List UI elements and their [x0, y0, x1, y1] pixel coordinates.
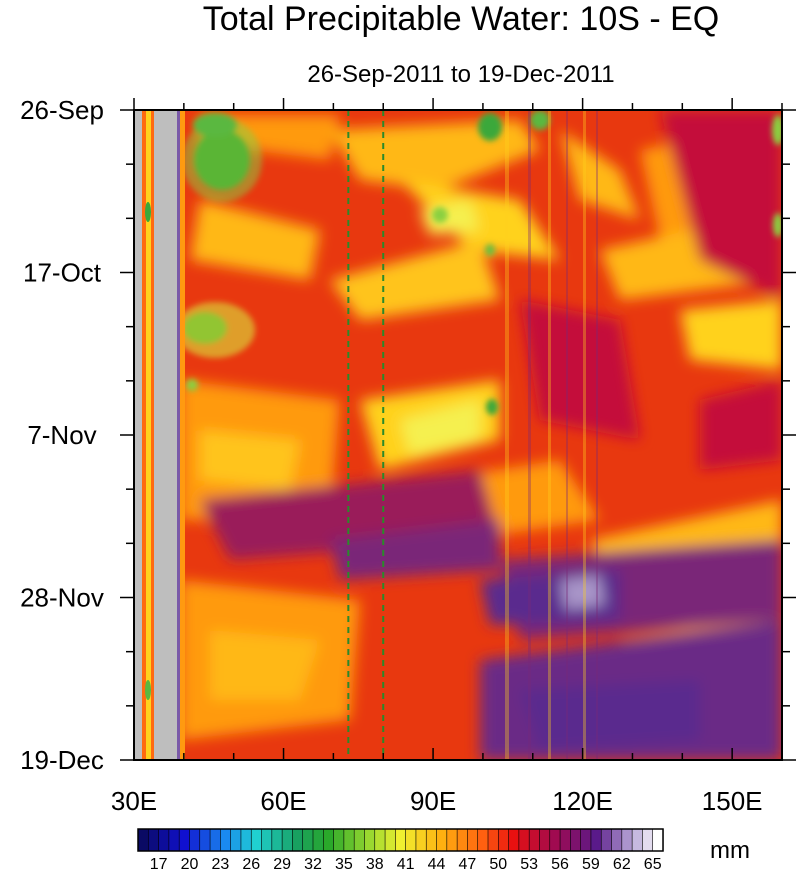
colorbar-box: [487, 828, 499, 852]
chart-title: Total Precipitable Water: 10S - EQ: [203, 0, 720, 38]
colorbar-box: [281, 828, 294, 852]
colorbar-box: [178, 828, 191, 852]
x-tick-label: 90E: [410, 786, 456, 816]
colorbar-box: [642, 828, 654, 852]
colorbar-box: [343, 828, 355, 852]
colorbar-box: [261, 828, 273, 852]
chart-subtitle: 26-Sep-2011 to 19-Dec-2011: [307, 61, 614, 88]
x-tick-label: 150E: [702, 786, 763, 816]
colorbar-box: [333, 828, 345, 852]
colorbar-box: [477, 828, 489, 852]
colorbar-box: [292, 828, 304, 852]
colorbar-label: 41: [397, 856, 415, 873]
colorbar-box: [250, 828, 263, 852]
colorbar-box: [436, 828, 448, 852]
colorbar-box: [168, 828, 180, 852]
colorbar-box: [590, 828, 602, 852]
colorbar-box: [271, 828, 283, 852]
colorbar-label: 50: [489, 856, 507, 873]
colorbar-box: [631, 828, 644, 852]
y-tick-label: 7-Nov: [27, 420, 96, 450]
colorbar-label: 17: [150, 856, 168, 873]
colorbar-label: 44: [428, 856, 446, 873]
colorbar-box: [508, 828, 520, 852]
colorbar-label: 65: [644, 856, 662, 873]
y-tick-label: 17-Oct: [23, 258, 102, 288]
colorbar-label: 29: [273, 856, 291, 873]
colorbar-box: [652, 828, 664, 852]
colorbar-label: 53: [520, 856, 538, 873]
x-axis: 30E 60E 90E 120E 150E: [111, 98, 783, 816]
colorbar-unit: mm: [710, 837, 750, 864]
colorbar-label: 26: [242, 856, 260, 873]
colorbar-label: 38: [366, 856, 384, 873]
colorbar-box: [467, 828, 479, 852]
colorbar-box: [518, 828, 530, 852]
heatmap-streaks: [505, 110, 598, 760]
x-tick-label: 30E: [111, 786, 157, 816]
x-tick-label: 120E: [552, 786, 613, 816]
colorbar-label: 59: [582, 856, 600, 873]
colorbar-label: 47: [459, 856, 477, 873]
colorbar-box: [220, 828, 232, 852]
colorbar-box: [611, 828, 623, 852]
colorbar-box: [189, 828, 201, 852]
colorbar-box: [209, 828, 221, 852]
colorbar-label: 20: [181, 856, 199, 873]
colorbar-box: [405, 828, 417, 852]
colorbar-box: [374, 828, 386, 852]
colorbar-box: [600, 828, 613, 852]
colorbar-box: [497, 828, 510, 852]
heatmap-left-edge: [134, 110, 185, 760]
colorbar-box: [384, 828, 396, 852]
colorbar-box: [199, 828, 211, 852]
colorbar-box: [395, 828, 407, 852]
colorbar-box: [621, 828, 633, 852]
colorbar-box: [539, 828, 551, 852]
colorbar-frame: [137, 828, 664, 852]
colorbar-box: [353, 828, 366, 852]
y-axis: 26-Sep 17-Oct 7-Nov 28-Nov 19-Dec: [20, 95, 796, 775]
colorbar-box: [240, 828, 252, 852]
colorbar-box: [322, 828, 335, 852]
colorbar-box: [364, 828, 376, 852]
colorbar-label: 32: [304, 856, 322, 873]
colorbar-box: [580, 828, 592, 852]
reference-lines: [347, 110, 385, 760]
colorbar-label: 35: [335, 856, 353, 873]
y-tick-label: 26-Sep: [20, 95, 104, 125]
colorbar-box: [147, 828, 160, 852]
y-tick-label: 19-Dec: [20, 745, 104, 775]
colorbar-box: [549, 828, 561, 852]
colorbar-label: 62: [613, 856, 631, 873]
x-tick-label: 60E: [260, 786, 306, 816]
colorbar-box: [425, 828, 438, 852]
colorbar-box: [415, 828, 427, 852]
colorbar-box: [158, 828, 170, 852]
heatmap-moist-patches: [175, 110, 782, 415]
colorbar-box: [446, 828, 458, 852]
colorbar-box: [559, 828, 571, 852]
colorbar-box: [528, 828, 541, 852]
colorbar-box: [302, 828, 314, 852]
colorbar-label: 56: [551, 856, 569, 873]
colorbar-box: [456, 828, 469, 852]
colorbar-box: [570, 828, 582, 852]
colorbar-box: [312, 828, 324, 852]
colorbar-box: [230, 828, 242, 852]
heatmap-field: [134, 110, 782, 760]
colorbar-box: [137, 828, 149, 852]
colorbar: 17 20 23 26 29 32 35 38 41 44 47 50 53 56 59 62 65: [137, 828, 664, 873]
y-tick-label: 28-Nov: [20, 583, 104, 613]
colorbar-label: 23: [211, 856, 229, 873]
